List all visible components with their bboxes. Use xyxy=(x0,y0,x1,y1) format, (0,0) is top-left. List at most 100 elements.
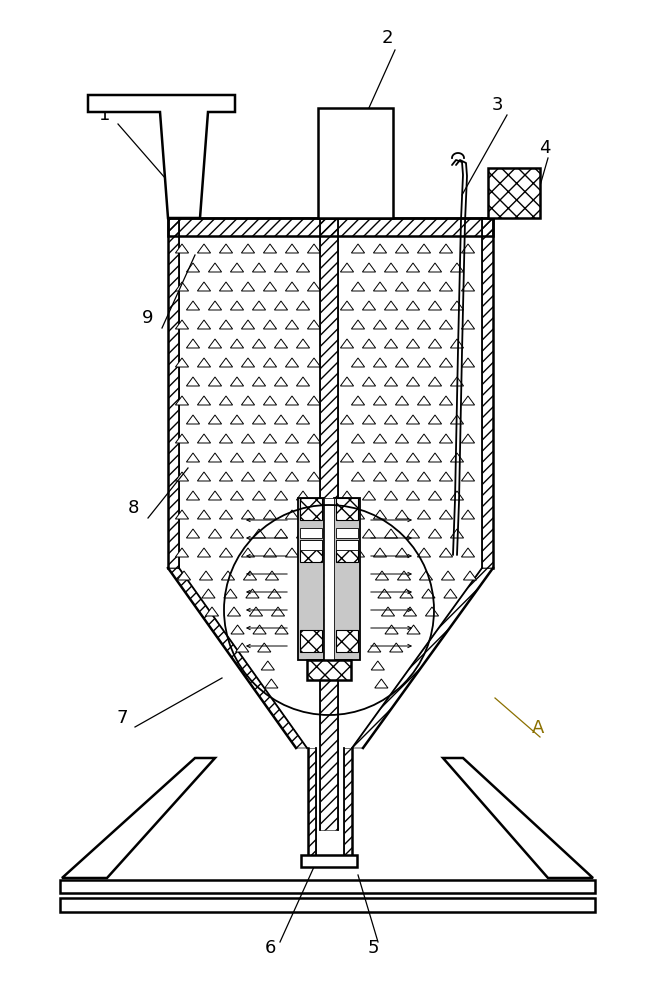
Polygon shape xyxy=(298,498,324,660)
Text: 8: 8 xyxy=(127,499,139,517)
Polygon shape xyxy=(307,320,320,329)
Polygon shape xyxy=(286,320,299,329)
Polygon shape xyxy=(371,661,384,670)
Polygon shape xyxy=(197,320,211,329)
Polygon shape xyxy=(208,377,221,386)
Polygon shape xyxy=(197,434,211,443)
Polygon shape xyxy=(440,472,453,481)
Polygon shape xyxy=(297,263,310,272)
Polygon shape xyxy=(373,510,386,519)
Polygon shape xyxy=(417,434,430,443)
Polygon shape xyxy=(341,301,354,310)
Polygon shape xyxy=(384,301,398,310)
Polygon shape xyxy=(428,301,441,310)
Polygon shape xyxy=(428,377,441,386)
Polygon shape xyxy=(242,396,255,405)
Text: 9: 9 xyxy=(142,309,154,327)
Polygon shape xyxy=(396,510,409,519)
Polygon shape xyxy=(373,472,386,481)
Polygon shape xyxy=(274,453,288,462)
Polygon shape xyxy=(231,453,244,462)
Polygon shape xyxy=(187,491,200,500)
Polygon shape xyxy=(242,510,255,519)
Polygon shape xyxy=(286,472,299,481)
Polygon shape xyxy=(451,491,464,500)
Polygon shape xyxy=(242,434,255,443)
Polygon shape xyxy=(341,529,354,538)
Polygon shape xyxy=(301,855,357,867)
Polygon shape xyxy=(263,548,276,557)
Polygon shape xyxy=(318,108,393,218)
Polygon shape xyxy=(208,491,221,500)
Polygon shape xyxy=(263,320,276,329)
Polygon shape xyxy=(300,540,322,550)
Polygon shape xyxy=(271,607,285,616)
Polygon shape xyxy=(461,472,475,481)
Polygon shape xyxy=(219,510,233,519)
Polygon shape xyxy=(197,282,211,291)
Polygon shape xyxy=(197,358,211,367)
Polygon shape xyxy=(373,396,386,405)
Polygon shape xyxy=(440,244,453,253)
Polygon shape xyxy=(60,898,595,912)
Polygon shape xyxy=(297,377,310,386)
Polygon shape xyxy=(197,472,211,481)
Polygon shape xyxy=(443,758,593,878)
Polygon shape xyxy=(324,498,334,660)
Polygon shape xyxy=(461,320,475,329)
Polygon shape xyxy=(440,434,453,443)
Text: 5: 5 xyxy=(367,939,379,957)
Polygon shape xyxy=(176,510,189,519)
Polygon shape xyxy=(428,415,441,424)
Polygon shape xyxy=(219,244,233,253)
Polygon shape xyxy=(242,320,255,329)
Polygon shape xyxy=(286,510,299,519)
Polygon shape xyxy=(373,244,386,253)
Polygon shape xyxy=(197,548,211,557)
Polygon shape xyxy=(440,396,453,405)
Polygon shape xyxy=(351,548,365,557)
Polygon shape xyxy=(425,607,439,616)
Polygon shape xyxy=(286,396,299,405)
Polygon shape xyxy=(176,548,189,557)
Polygon shape xyxy=(336,528,358,538)
Polygon shape xyxy=(265,571,278,580)
Polygon shape xyxy=(463,571,477,580)
Polygon shape xyxy=(300,498,322,520)
Polygon shape xyxy=(208,263,221,272)
Polygon shape xyxy=(252,339,265,348)
Polygon shape xyxy=(406,491,420,500)
Polygon shape xyxy=(307,358,320,367)
Polygon shape xyxy=(219,358,233,367)
Polygon shape xyxy=(440,548,453,557)
Polygon shape xyxy=(362,377,375,386)
Polygon shape xyxy=(257,643,271,652)
Polygon shape xyxy=(428,263,441,272)
Polygon shape xyxy=(406,263,420,272)
Polygon shape xyxy=(341,415,354,424)
Polygon shape xyxy=(351,358,365,367)
Polygon shape xyxy=(263,396,276,405)
Polygon shape xyxy=(341,263,354,272)
Polygon shape xyxy=(275,625,288,634)
Polygon shape xyxy=(274,339,288,348)
Polygon shape xyxy=(351,282,365,291)
Polygon shape xyxy=(176,358,189,367)
Polygon shape xyxy=(176,472,189,481)
Polygon shape xyxy=(286,548,299,557)
Polygon shape xyxy=(336,540,358,562)
Polygon shape xyxy=(362,263,375,272)
Polygon shape xyxy=(242,282,255,291)
Polygon shape xyxy=(351,434,365,443)
Polygon shape xyxy=(417,282,430,291)
Polygon shape xyxy=(297,453,310,462)
Polygon shape xyxy=(197,396,211,405)
Polygon shape xyxy=(263,510,276,519)
Polygon shape xyxy=(384,491,398,500)
Polygon shape xyxy=(451,377,464,386)
Polygon shape xyxy=(396,244,409,253)
Polygon shape xyxy=(300,528,322,538)
Polygon shape xyxy=(336,498,358,520)
Polygon shape xyxy=(396,396,409,405)
Polygon shape xyxy=(403,607,417,616)
